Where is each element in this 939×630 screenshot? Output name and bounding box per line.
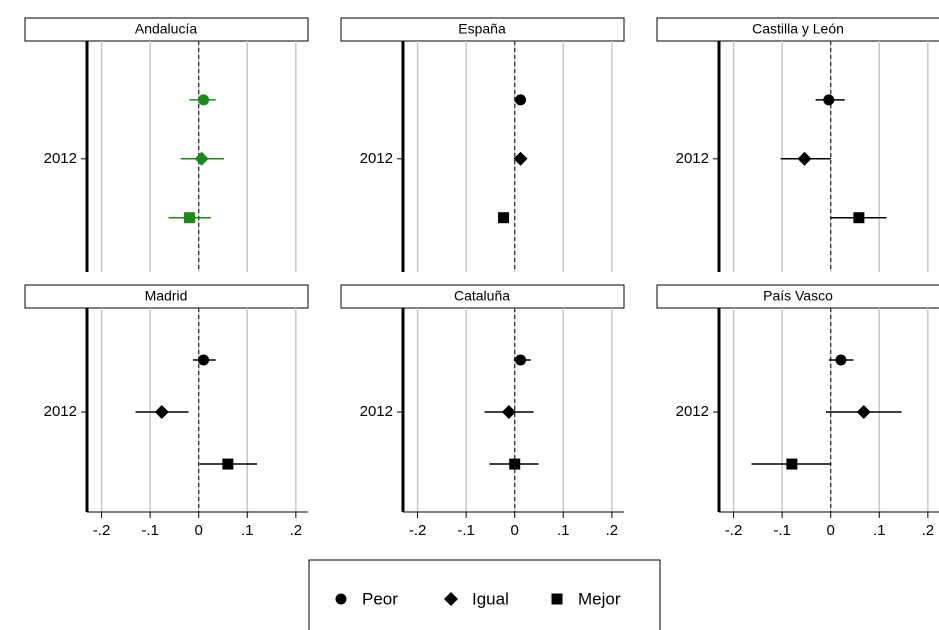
panel-header bbox=[340, 17, 625, 42]
x-tick-label: .1 bbox=[873, 522, 886, 539]
point-estimate bbox=[198, 94, 210, 106]
panel-header bbox=[656, 17, 939, 42]
point-estimate bbox=[509, 458, 521, 470]
x-tick-label: .2 bbox=[606, 522, 619, 539]
legend-marker bbox=[335, 593, 347, 605]
panel-header bbox=[340, 284, 625, 309]
x-tick-label: -.1 bbox=[773, 522, 791, 539]
legend-label: Mejor bbox=[578, 589, 621, 608]
x-tick-label: -.2 bbox=[409, 522, 427, 539]
point-estimate bbox=[222, 458, 234, 470]
panel-title: Madrid bbox=[145, 288, 188, 304]
y-tick-label: 2012 bbox=[360, 150, 393, 167]
x-tick-label: 0 bbox=[195, 522, 203, 539]
panel-header bbox=[24, 17, 309, 42]
panel-title: Cataluña bbox=[454, 288, 510, 304]
legend-marker bbox=[551, 593, 563, 605]
y-tick-label: 2012 bbox=[360, 403, 393, 420]
x-tick-label: .1 bbox=[241, 522, 254, 539]
x-tick-label: -.2 bbox=[93, 522, 111, 539]
legend-label: Igual bbox=[472, 589, 509, 608]
x-tick-label: .1 bbox=[557, 522, 570, 539]
x-tick-label: .2 bbox=[290, 522, 303, 539]
point-estimate bbox=[501, 405, 516, 420]
y-tick-label: 2012 bbox=[44, 403, 77, 420]
x-tick-label: -.2 bbox=[725, 522, 743, 539]
point-estimate bbox=[856, 405, 871, 420]
point-estimate bbox=[797, 151, 812, 166]
y-tick-label: 2012 bbox=[676, 150, 709, 167]
point-estimate bbox=[194, 151, 209, 166]
panel-title: País Vasco bbox=[763, 288, 833, 304]
y-tick-label: 2012 bbox=[44, 150, 77, 167]
point-estimate bbox=[498, 212, 510, 224]
point-estimate bbox=[515, 94, 527, 106]
point-estimate bbox=[786, 458, 798, 470]
x-tick-label: 0 bbox=[511, 522, 519, 539]
point-estimate bbox=[154, 405, 169, 420]
point-estimate bbox=[183, 212, 195, 224]
x-tick-label: .2 bbox=[922, 522, 935, 539]
panel-header bbox=[656, 284, 939, 309]
y-tick-label: 2012 bbox=[676, 403, 709, 420]
panel-header bbox=[24, 284, 309, 309]
point-estimate bbox=[823, 94, 835, 106]
point-estimate bbox=[198, 354, 210, 366]
point-estimate bbox=[513, 151, 528, 166]
legend-marker bbox=[444, 592, 458, 606]
x-tick-label: -.1 bbox=[457, 522, 475, 539]
legend-box bbox=[308, 559, 661, 630]
panel-title: Andalucía bbox=[135, 21, 197, 37]
point-estimate bbox=[853, 212, 865, 224]
point-estimate bbox=[515, 354, 527, 366]
x-tick-label: -.1 bbox=[141, 522, 159, 539]
x-tick-label: 0 bbox=[827, 522, 835, 539]
panel-title: España bbox=[458, 21, 506, 37]
point-estimate bbox=[835, 354, 847, 366]
panel-title: Castilla y León bbox=[752, 21, 844, 37]
legend-label: Peor bbox=[362, 589, 398, 608]
